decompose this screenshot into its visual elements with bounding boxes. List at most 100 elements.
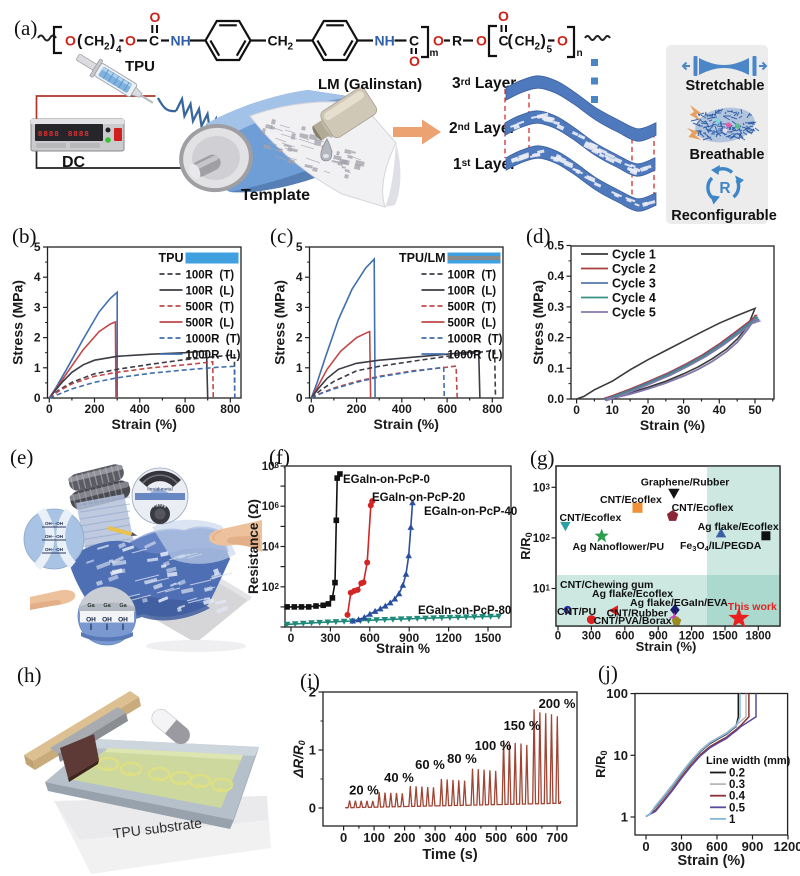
svg-text:n: n <box>577 48 583 59</box>
svg-text:600: 600 <box>516 830 538 845</box>
svg-text:3: 3 <box>34 300 41 314</box>
svg-text:0.4: 0.4 <box>729 791 746 803</box>
svg-text:900: 900 <box>742 839 764 854</box>
svg-text:O: O <box>557 33 568 49</box>
svg-text:OH: OH <box>102 617 112 624</box>
svg-text:1000R (L): 1000R (L) <box>186 350 241 362</box>
svg-text:(: ( <box>508 33 514 50</box>
svg-text:1: 1 <box>296 361 303 375</box>
svg-text:Fe3O4/IL/PEGDA: Fe3O4/IL/PEGDA <box>680 540 762 553</box>
svg-text:Cycle 3: Cycle 3 <box>612 277 656 291</box>
svg-text:Breathable: Breathable <box>690 147 765 163</box>
svg-text:EGaIn-on-PcP-20: EGaIn-on-PcP-20 <box>372 492 465 504</box>
svg-text:800: 800 <box>482 402 502 416</box>
svg-text:2: 2 <box>535 42 541 53</box>
svg-text:8: 8 <box>85 129 89 138</box>
svg-text:20: 20 <box>641 403 655 417</box>
svg-text:Cycle 5: Cycle 5 <box>612 306 656 320</box>
svg-text:Ag Nanoflower/PU: Ag Nanoflower/PU <box>573 541 665 553</box>
svg-text:CH: CH <box>515 33 535 49</box>
svg-text:2: 2 <box>104 42 110 53</box>
svg-text:300: 300 <box>320 631 340 645</box>
svg-text:4: 4 <box>296 270 303 284</box>
svg-text:3: 3 <box>296 300 303 314</box>
svg-text:1: 1 <box>729 814 736 826</box>
svg-text:2: 2 <box>309 685 316 700</box>
svg-text:10: 10 <box>614 748 628 763</box>
svg-text:This work: This work <box>728 601 777 613</box>
svg-text:80 %: 80 % <box>447 751 477 766</box>
svg-text:(f): (f) <box>269 445 290 469</box>
svg-text:Line width (mm): Line width (mm) <box>706 755 791 767</box>
svg-text:Strain (%): Strain (%) <box>374 416 439 432</box>
svg-text:0.1: 0.1 <box>547 361 564 375</box>
svg-text:100R (T): 100R (T) <box>186 270 235 282</box>
svg-text:1000R (T): 1000R (T) <box>448 334 503 346</box>
svg-text:0: 0 <box>308 402 315 416</box>
svg-text:DC: DC <box>62 154 86 171</box>
svg-text:0.2: 0.2 <box>729 768 745 780</box>
svg-text:8: 8 <box>49 129 53 138</box>
svg-text:CNT/Rubber: CNT/Rubber <box>607 608 668 620</box>
svg-text:(g): (g) <box>530 446 555 470</box>
svg-text:OH: OH <box>118 617 128 624</box>
svg-text:hydrogel: hydrogel <box>149 503 171 509</box>
svg-text:40 %: 40 % <box>384 770 414 785</box>
svg-text:EGaIn-on-PcP-40: EGaIn-on-PcP-40 <box>424 506 517 518</box>
svg-text:liquid metal: liquid metal <box>147 487 173 492</box>
svg-text:Resistance (Ω): Resistance (Ω) <box>246 499 261 594</box>
svg-text:4: 4 <box>34 270 41 284</box>
svg-text:8: 8 <box>44 129 48 138</box>
svg-text:O: O <box>150 9 161 25</box>
svg-text:200: 200 <box>347 402 367 416</box>
svg-text:0: 0 <box>573 403 580 417</box>
svg-text:C: C <box>409 33 419 49</box>
svg-text:Template: Template <box>241 187 310 204</box>
svg-text:(c): (c) <box>270 224 293 248</box>
svg-text:1800: 1800 <box>746 631 772 643</box>
svg-text:NH: NH <box>375 33 395 49</box>
svg-text:CH: CH <box>268 33 288 49</box>
svg-text:(b): (b) <box>12 224 37 248</box>
svg-text:50: 50 <box>748 403 762 417</box>
svg-text:300: 300 <box>582 631 601 643</box>
svg-text:1500: 1500 <box>712 631 738 643</box>
svg-text:60 %: 60 % <box>415 757 445 772</box>
svg-text:Time (s): Time (s) <box>422 847 478 863</box>
svg-text:2: 2 <box>288 42 294 53</box>
svg-text:40: 40 <box>713 403 727 417</box>
svg-text:EGaIn-on-PcP-80: EGaIn-on-PcP-80 <box>418 605 511 617</box>
svg-text:1200: 1200 <box>774 839 800 854</box>
svg-text:ΔR/R0: ΔR/R0 <box>291 740 307 778</box>
svg-text:(i): (i) <box>300 669 320 693</box>
svg-text:Strain (%): Strain (%) <box>640 417 705 433</box>
svg-text:0: 0 <box>46 402 53 416</box>
svg-text:Ga: Ga <box>119 603 127 609</box>
svg-text:500R (T): 500R (T) <box>186 302 235 314</box>
svg-text:Graphene/Rubber: Graphene/Rubber <box>641 477 730 489</box>
svg-text:500R (L): 500R (L) <box>186 318 235 330</box>
svg-text:TPU: TPU <box>159 251 184 265</box>
svg-text:200 %: 200 % <box>539 696 576 711</box>
svg-text:NH: NH <box>171 33 191 49</box>
svg-text:100R (L): 100R (L) <box>186 286 235 298</box>
svg-text:EGaIn-on-PcP-0: EGaIn-on-PcP-0 <box>343 474 430 486</box>
svg-text:600: 600 <box>706 839 728 854</box>
svg-text:Cycle 4: Cycle 4 <box>612 291 656 305</box>
svg-text:Strain (%): Strain (%) <box>112 416 177 432</box>
svg-text:100 %: 100 % <box>475 738 512 753</box>
svg-text:5: 5 <box>296 240 303 254</box>
svg-text:300: 300 <box>671 839 693 854</box>
svg-text:OH···OH: OH···OH <box>45 521 63 526</box>
svg-text:O: O <box>65 33 76 49</box>
svg-text:R/R0: R/R0 <box>593 750 609 777</box>
svg-text:OH···OH: OH···OH <box>45 534 63 539</box>
svg-text:0: 0 <box>296 391 303 405</box>
svg-text:CNT/Chewing gum: CNT/Chewing gum <box>560 579 653 591</box>
svg-text:0: 0 <box>288 631 295 645</box>
svg-text:(e): (e) <box>10 445 33 469</box>
svg-text:Ag flake/EGaIn/EVA: Ag flake/EGaIn/EVA <box>630 597 728 609</box>
svg-text:TPU/LM: TPU/LM <box>399 251 446 265</box>
svg-text:0: 0 <box>555 631 561 643</box>
svg-text:0.0: 0.0 <box>547 392 564 406</box>
